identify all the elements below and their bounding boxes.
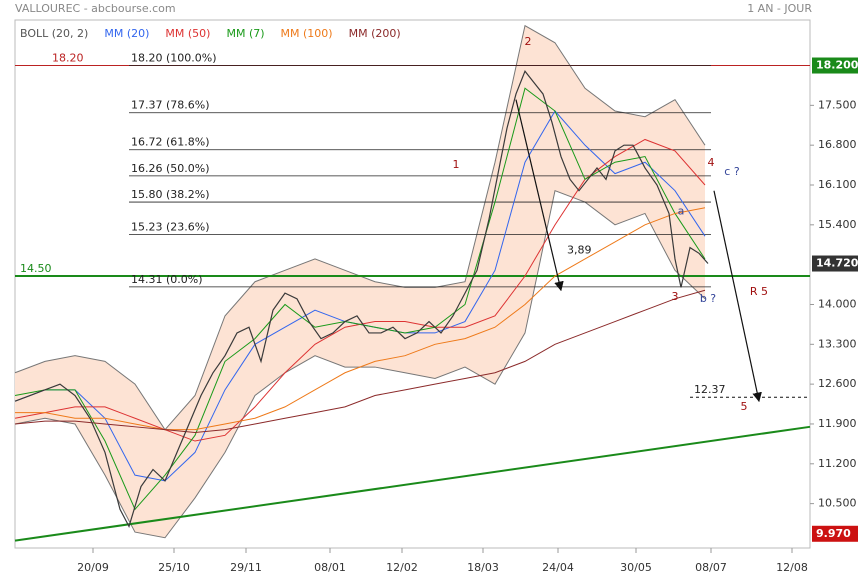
wave-label: R 5 — [750, 285, 768, 298]
chart-title: VALLOUREC - abcbourse.com — [15, 2, 176, 15]
price-label: 18.200 — [816, 59, 859, 72]
x-tick-label: 24/04 — [542, 561, 574, 574]
wave-label: b ? — [700, 292, 716, 305]
x-tick-label: 08/07 — [695, 561, 727, 574]
fib-label: 15.23 (23.6%) — [131, 221, 210, 234]
moving-average — [15, 207, 706, 431]
trendline — [14, 425, 811, 542]
arrow — [713, 190, 762, 403]
x-tick-label: 30/05 — [620, 561, 652, 574]
x-tick-label: 08/01 — [314, 561, 346, 574]
y-tick-label: 15.400 — [818, 218, 857, 231]
moving-average — [14, 289, 706, 434]
x-tick-label: 29/11 — [230, 561, 262, 574]
x-tick-label: 25/10 — [158, 561, 190, 574]
wave-label: 5 — [741, 400, 748, 413]
price-box — [812, 255, 858, 272]
legend-entry: MM (20) — [104, 27, 149, 40]
wave-label: 4 — [708, 156, 715, 169]
price-label: 14.720 — [816, 257, 859, 270]
price-label: 9.970 — [816, 527, 851, 540]
wave-label: 2 — [525, 35, 532, 48]
wave-label: 1 — [453, 158, 460, 171]
price-line — [14, 70, 709, 528]
x-tick-label: 18/03 — [467, 561, 499, 574]
y-tick-label: 11.200 — [818, 457, 857, 470]
fib-label: 18.20 (100.0%) — [131, 52, 217, 65]
x-tick-label: 20/09 — [77, 561, 109, 574]
price-box — [812, 57, 858, 74]
price-box — [812, 525, 858, 542]
y-tick-label: 17.500 — [818, 98, 857, 111]
fib-label: 17.37 (78.6%) — [131, 99, 210, 112]
legend-entry: MM (7) — [226, 27, 264, 40]
wave-label: 3 — [672, 290, 679, 303]
y-tick-label: 10.500 — [818, 497, 857, 510]
y-tick-label: 11.900 — [818, 417, 857, 430]
wave-label: c ? — [724, 165, 740, 178]
level-label: 18.20 — [52, 52, 84, 65]
legend-entry: MM (100) — [281, 27, 333, 40]
legend-entry: MM (200) — [349, 27, 401, 40]
fib-label: 14.31 (0.0%) — [131, 273, 203, 286]
wave-label: a — [678, 205, 685, 218]
target-label: 12.37 — [694, 383, 726, 396]
y-tick-label: 14.000 — [818, 297, 857, 310]
fib-label: 16.26 (50.0%) — [131, 162, 210, 175]
arrow — [515, 99, 564, 292]
y-tick-label: 13.300 — [818, 337, 857, 350]
x-tick-label: 12/02 — [386, 561, 418, 574]
x-tick-label: 12/08 — [776, 561, 808, 574]
bollinger-fill — [15, 25, 705, 538]
legend-entry: MM (50) — [165, 27, 210, 40]
y-tick-label: 16.100 — [818, 178, 857, 191]
y-tick-label: 12.600 — [818, 377, 857, 390]
legend-entry: BOLL (20, 2) — [20, 27, 88, 40]
fib-label: 16.72 (61.8%) — [131, 136, 210, 149]
fib-label: 15.80 (38.2%) — [131, 188, 210, 201]
level-label: 14.50 — [20, 262, 52, 275]
annotation: 3,89 — [567, 243, 592, 256]
y-tick-label: 16.800 — [818, 138, 857, 151]
chart-subtitle: 1 AN - JOUR — [747, 2, 812, 15]
